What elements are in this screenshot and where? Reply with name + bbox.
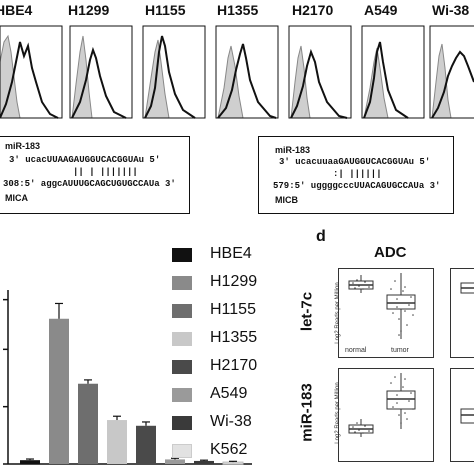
legend-label: H1155 [210,301,256,318]
boxplot-points [352,376,414,434]
cell-label-h1155: H1155 [145,2,186,18]
chart-legend: HBE4 H1299 H1155 H1355 H2170 A549 Wi-38 … [172,244,292,474]
alignment-micb-title: miR-183 [275,145,311,155]
row-label-mir183: miR-183 [298,383,316,442]
legend-label: A549 [210,385,248,402]
histogram-h1355 [215,25,279,119]
boxplot-mir183-adc [338,368,434,462]
panel-letter-d: d [316,228,326,245]
histogram-h1155 [142,25,206,119]
alignment-micb-mirna-seq: 3' ucacuuaaGAUGGUCACGGUAu 5' [279,157,431,167]
cell-label-h1299: H1299 [68,2,110,18]
cell-label-h1355: H1355 [217,2,259,18]
row-label-let7c: let-7c [298,291,316,332]
bar-h1355 [107,420,127,464]
bar-wi38 [194,460,214,464]
legend-swatch [172,304,192,318]
legend-label: H1299 [210,273,258,290]
alignment-box-micb: miR-183 3' ucacuuaaGAUGGUCACGGUAu 5' :| … [258,136,454,214]
boxplot-normal [348,419,374,437]
histogram-h1299 [69,25,133,119]
legend-label: H2170 [210,357,258,374]
alignment-micb-pairing: :| |||||| [333,169,382,179]
boxplot-mir183-second [450,368,474,462]
legend-swatch [172,388,192,402]
panel-d-title: ADC [374,244,407,261]
cell-label-wi38: Wi-38 [432,2,470,18]
bar-h2170 [136,425,156,464]
alignment-mica-target-seq: 308:5' aggcAUUUGCAGCUGUGCCAUa 3' [3,179,176,189]
histogram-h2170 [288,25,352,119]
legend-label: H1355 [210,329,258,346]
cell-label-a549: A549 [364,2,398,18]
alignment-mica-title: miR-183 [5,141,41,151]
alignment-micb-target-seq: 579:5' uggggcccUUACAGUGCCAUa 3' [273,181,441,191]
boxplot-points [352,279,414,336]
alignment-mica-gene: MICA [5,193,28,203]
group-label-tumor: tumor [391,347,409,354]
bar-chart [3,290,252,465]
alignment-box-mica: miR-183 3' ucacUUAAGAUGGUCACGGUAu 5' || … [0,136,190,214]
legend-swatch [172,248,192,262]
histogram-wi38 [429,25,474,119]
histogram-a549 [361,25,425,119]
group-label-normal: normal [345,347,367,354]
alignment-mica-pairing: || | ||||||| [73,167,138,177]
boxplot-tumor [386,273,416,339]
cell-label-hbe4: HBE4 [0,2,33,18]
legend-swatch [172,444,192,458]
bar-hbe4 [20,460,40,464]
legend-swatch [172,276,192,290]
bar-h1299 [49,318,69,464]
legend-swatch [172,332,192,346]
boxplot-tumor [386,373,416,429]
legend-label: Wi-38 [210,413,252,430]
legend-label: HBE4 [210,245,252,262]
legend-swatch [172,416,192,430]
boxplot-let7c-second [450,268,474,358]
alignment-micb-gene: MICB [275,195,298,205]
y-axis-label-mir183: Log2 Reads per Million [335,382,341,444]
bar-a549 [165,459,185,464]
legend-swatch [172,360,192,374]
boxplot-let7c-adc: normal tumor [338,268,434,358]
y-axis-label-let7c: Log2 Reads per Million [335,282,341,344]
boxplot-normal [348,275,374,293]
cell-label-h2170: H2170 [292,2,334,18]
bar-h1155 [78,383,98,464]
alignment-mica-mirna-seq: 3' ucacUUAAGAUGGUCACGGUAu 5' [9,155,161,165]
histogram-hbe4 [0,25,63,119]
legend-label: K562 [210,441,248,458]
flow-histograms [0,25,474,119]
